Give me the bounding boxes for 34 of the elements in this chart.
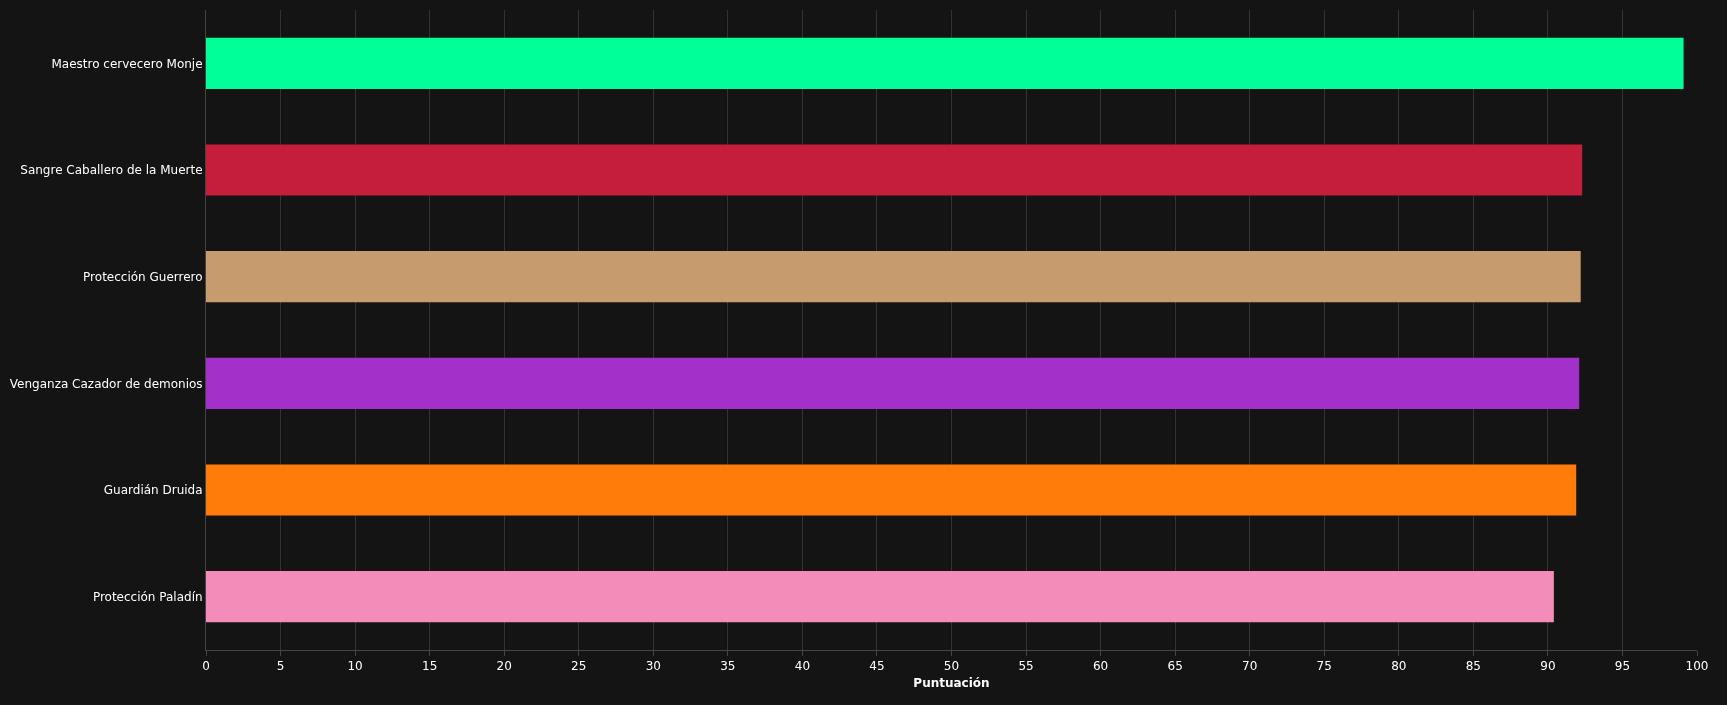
x-tick-label: 65 [1167,659,1183,674]
x-tick-label: 45 [869,659,885,674]
x-tick-label: 100 [1685,659,1709,674]
x-tick-label: 15 [422,659,438,674]
x-tick-label: 95 [1614,659,1631,674]
y-tick-label: Protección Paladín [92,589,203,604]
bar [206,37,1684,89]
bar [206,464,1577,516]
bar [206,357,1580,409]
x-tick-label: 0 [202,659,210,674]
y-tick-label: Protección Guerrero [83,269,203,284]
x-tick-label: 50 [943,659,960,674]
x-tick-label: 80 [1391,659,1407,674]
x-tick-label: 30 [645,659,661,674]
x-tick-label: 20 [496,659,512,674]
x-tick-label: 60 [1092,659,1109,674]
x-tick-label: 10 [347,659,363,674]
bar [206,251,1581,303]
x-tick-label: 75 [1316,659,1332,674]
x-tick-label: 70 [1242,659,1258,674]
x-tick-label: 90 [1540,659,1556,674]
x-tick-label: 40 [794,659,811,674]
y-tick-label: Sangre Caballero de la Muerte [20,163,203,178]
x-axis-title: Puntuación [913,676,990,691]
x-tick-label: 85 [1465,659,1481,674]
bar [206,571,1554,623]
x-tick-label: 25 [571,659,587,674]
x-tick-label: 5 [276,659,285,674]
x-tick-label: 35 [720,659,736,674]
x-tick-label: 55 [1018,659,1034,674]
y-tick-label: Maestro cervecero Monje [51,56,203,71]
bar [206,144,1583,196]
y-tick-label: Venganza Cazador de demonios [9,376,203,391]
y-tick-label: Guardián Druida [103,483,203,498]
